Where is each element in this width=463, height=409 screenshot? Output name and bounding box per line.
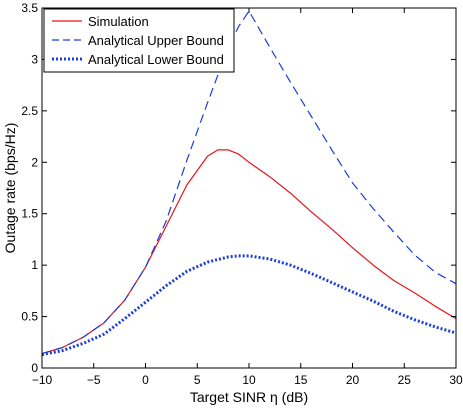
legend-label-3: Analytical Lower Bound [88, 52, 224, 67]
legend: Simulation Analytical Upper Bound Analytic… [43, 8, 235, 73]
series-line-3 [41, 254, 457, 357]
plot-lines [41, 10, 457, 357]
axis-ticks: −10 −5 0 5 10 15 20 25 30 0 0.5 1 1.5 2 2.5 3 3.5 [21, 1, 463, 387]
y-tick-label: 0 [31, 361, 38, 375]
x-tick-label: −10 [32, 373, 53, 387]
y-tick-label: 1 [31, 258, 38, 272]
x-tick-label: 0 [142, 373, 149, 387]
series-line-2 [41, 10, 457, 355]
series-line-1 [41, 149, 457, 355]
y-tick-label: 2 [31, 155, 38, 169]
x-tick-label: 10 [242, 373, 256, 387]
x-tick-label: 20 [346, 373, 360, 387]
y-axis-label: Outage rate (bps/Hz) [2, 123, 18, 254]
y-tick-label: 0.5 [21, 310, 38, 324]
x-tick-label: −5 [87, 373, 101, 387]
legend-label-2: Analytical Upper Bound [88, 33, 224, 48]
x-tick-label: 25 [398, 373, 412, 387]
x-tick-label: 5 [194, 373, 201, 387]
x-axis-label: Target SINR η (dB) [190, 389, 308, 405]
x-tick-label: 15 [294, 373, 308, 387]
y-tick-label: 2.5 [21, 104, 38, 118]
legend-label-1: Simulation [88, 14, 149, 29]
y-tick-label: 3.5 [21, 1, 38, 15]
y-tick-label: 1.5 [21, 207, 38, 221]
x-tick-label: 30 [449, 373, 463, 387]
y-tick-label: 3 [31, 52, 38, 66]
